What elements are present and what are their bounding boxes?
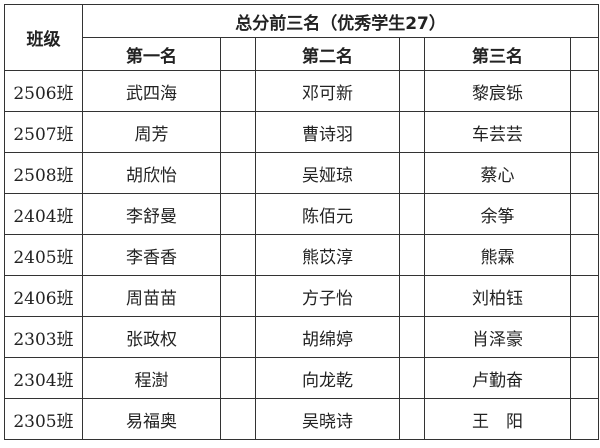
table-row: 2506班 武四海 邓可新 黎宸铄 [4,70,600,112]
third-place-cell: 车芸芸 [424,111,571,153]
empty-cell [399,152,425,194]
class-cell: 2506班 [4,70,83,112]
second-place-cell: 熊苡淳 [255,234,400,276]
empty-cell [399,398,425,440]
empty-cell [569,111,600,153]
empty-cell [569,357,600,399]
third-header: 第三名 [424,37,571,71]
table-row: 2303班 张政权 胡绵婷 肖泽豪 [4,316,600,358]
class-cell: 2406班 [4,275,83,317]
empty-cell [569,234,600,276]
table-row: 2405班 李香香 熊苡淳 熊霖 [4,234,600,276]
first-place-cell: 张政权 [82,316,221,358]
second-place-cell: 陈佰元 [255,193,400,235]
class-cell: 2507班 [4,111,83,153]
first-place-cell: 易福奥 [82,398,221,440]
empty-cell [399,234,425,276]
third-place-cell: 蔡心 [424,152,571,194]
empty-cell [569,398,600,440]
second-place-cell: 方子怡 [255,275,400,317]
empty-cell [220,357,256,399]
first-place-cell: 李香香 [82,234,221,276]
class-cell: 2508班 [4,152,83,194]
first-place-cell: 李舒曼 [82,193,221,235]
second-place-cell: 吴娅琼 [255,152,400,194]
second-place-cell: 邓可新 [255,70,400,112]
empty-cell [399,111,425,153]
class-cell: 2404班 [4,193,83,235]
class-cell: 2405班 [4,234,83,276]
empty-cell [399,316,425,358]
empty-cell [569,37,600,71]
second-place-cell: 吴晓诗 [255,398,400,440]
class-cell: 2305班 [4,398,83,440]
third-place-cell: 王 阳 [424,398,571,440]
empty-cell [569,70,600,112]
empty-cell [569,316,600,358]
third-place-cell: 卢勤奋 [424,357,571,399]
third-place-cell: 余筝 [424,193,571,235]
second-place-cell: 向龙乾 [255,357,400,399]
first-place-cell: 周芳 [82,111,221,153]
first-place-cell: 程澍 [82,357,221,399]
second-place-cell: 曹诗羽 [255,111,400,153]
table-row: 2404班 李舒曼 陈佰元 余筝 [4,193,600,235]
first-place-cell: 胡欣怡 [82,152,221,194]
table-row: 2507班 周芳 曹诗羽 车芸芸 [4,111,600,153]
empty-cell [220,70,256,112]
first-place-cell: 周苗苗 [82,275,221,317]
class-header: 班级 [4,4,83,71]
empty-cell [399,275,425,317]
class-cell: 2304班 [4,357,83,399]
empty-cell [220,111,256,153]
empty-cell [569,275,600,317]
third-place-cell: 肖泽豪 [424,316,571,358]
empty-cell [220,37,256,71]
empty-cell [399,70,425,112]
table-row: 2406班 周苗苗 方子怡 刘柏钰 [4,275,600,317]
third-place-cell: 黎宸铄 [424,70,571,112]
empty-cell [220,152,256,194]
empty-cell [399,357,425,399]
second-header: 第二名 [255,37,400,71]
empty-cell [220,234,256,276]
empty-cell [220,316,256,358]
empty-cell [399,37,425,71]
empty-cell [569,193,600,235]
class-cell: 2303班 [4,316,83,358]
third-place-cell: 刘柏钰 [424,275,571,317]
empty-cell [569,152,600,194]
first-place-cell: 武四海 [82,70,221,112]
empty-cell [399,193,425,235]
header-row: 班级 总分前三名（优秀学生27） [4,4,600,71]
table-row: 2508班 胡欣怡 吴娅琼 蔡心 [4,152,600,194]
subheader-row: 第一名 第二名 第三名 [5,37,600,71]
third-place-cell: 熊霖 [424,234,571,276]
second-place-cell: 胡绵婷 [255,316,400,358]
group-title: 总分前三名（优秀学生27） [81,4,600,38]
top-students-table: 班级 总分前三名（优秀学生27） 第一名 第二名 第三名 2506班 武四海 邓可新… [4,4,600,440]
empty-cell [220,398,256,440]
first-header: 第一名 [82,37,221,71]
table-row: 2304班 程澍 向龙乾 卢勤奋 [4,357,600,399]
empty-cell [220,193,256,235]
empty-cell [220,275,256,317]
table-row: 2305班 易福奥 吴晓诗王 阳 [4,398,600,440]
